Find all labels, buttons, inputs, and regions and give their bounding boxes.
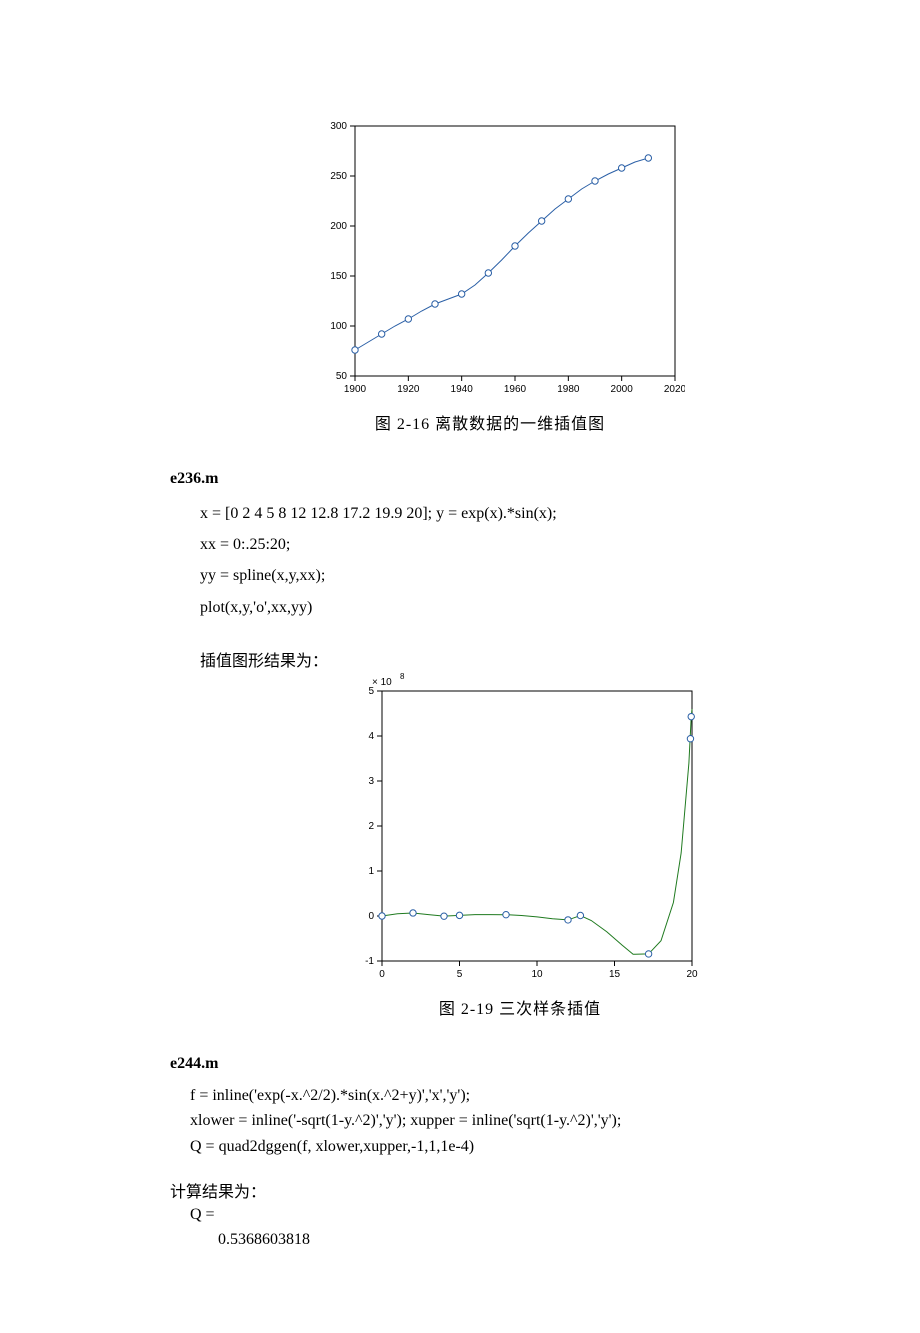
code-line: xlower = inline('-sqrt(1-y.^2)','y'); xu…: [190, 1108, 750, 1134]
svg-text:250: 250: [330, 171, 347, 182]
code-line: plot(x,y,'o',xx,yy): [200, 592, 750, 623]
section-title-e244: e244.m: [170, 1055, 750, 1073]
svg-text:2: 2: [368, 821, 374, 832]
svg-text:8: 8: [400, 672, 405, 681]
svg-text:1920: 1920: [397, 384, 420, 395]
svg-text:1900: 1900: [344, 384, 367, 395]
svg-text:4: 4: [368, 731, 374, 742]
result-label-e244: 计算结果为：: [170, 1178, 750, 1202]
svg-text:× 10: × 10: [372, 677, 392, 688]
code-block-e244: f = inline('exp(-x.^2/2).*sin(x.^2+y)','…: [170, 1083, 750, 1160]
figure-2-16: 1900 1920 1940 1960 1980 2000 2020 50 100 150 200 2…: [230, 110, 750, 434]
result-block-e244: Q = 0.5368603818: [170, 1202, 750, 1253]
svg-text:1940: 1940: [451, 384, 474, 395]
svg-text:300: 300: [330, 121, 347, 132]
chart-spline: 05101520-1012345× 108: [330, 665, 710, 985]
figure-2-19: 05101520-1012345× 108 图 2-19 三次样条插值: [290, 665, 750, 1019]
caption-2-16: 图 2-16 离散数据的一维插值图: [375, 410, 605, 434]
svg-text:20: 20: [686, 969, 698, 980]
code-line: xx = 0:.25:20;: [200, 529, 750, 560]
svg-text:3: 3: [368, 776, 374, 787]
result-line: Q =: [190, 1202, 750, 1228]
page: 1900192019401960198020002020501001502002…: [0, 0, 920, 1333]
svg-text:1980: 1980: [557, 384, 580, 395]
chart-interp1d: 1900 1920 1940 1960 1980 2000 2020 50 100 150 200 2…: [295, 110, 685, 400]
svg-text:0: 0: [368, 911, 374, 922]
svg-text:5: 5: [457, 969, 463, 980]
section-title-e236: e236.m: [170, 470, 750, 488]
code-line: yy = spline(x,y,xx);: [200, 560, 750, 591]
svg-text:150: 150: [330, 271, 347, 282]
svg-text:2000: 2000: [611, 384, 634, 395]
result-line: 0.5368603818: [190, 1227, 750, 1253]
code-line: f = inline('exp(-x.^2/2).*sin(x.^2+y)','…: [190, 1083, 750, 1109]
svg-text:50: 50: [336, 371, 348, 382]
svg-text:0: 0: [379, 969, 385, 980]
caption-2-19: 图 2-19 三次样条插值: [439, 995, 601, 1019]
svg-text:10: 10: [531, 969, 543, 980]
code-line: Q = quad2dggen(f, xlower,xupper,-1,1,1e-…: [190, 1134, 750, 1160]
svg-text:1: 1: [368, 866, 374, 877]
svg-text:2020: 2020: [664, 384, 685, 395]
code-line: x = [0 2 4 5 8 12 12.8 17.2 19.9 20]; y …: [200, 498, 750, 529]
code-block-e236: x = [0 2 4 5 8 12 12.8 17.2 19.9 20]; y …: [170, 498, 750, 623]
svg-text:15: 15: [609, 969, 621, 980]
svg-text:100: 100: [330, 321, 347, 332]
svg-text:-1: -1: [365, 956, 374, 967]
svg-text:200: 200: [330, 221, 347, 232]
svg-text:1960: 1960: [504, 384, 527, 395]
